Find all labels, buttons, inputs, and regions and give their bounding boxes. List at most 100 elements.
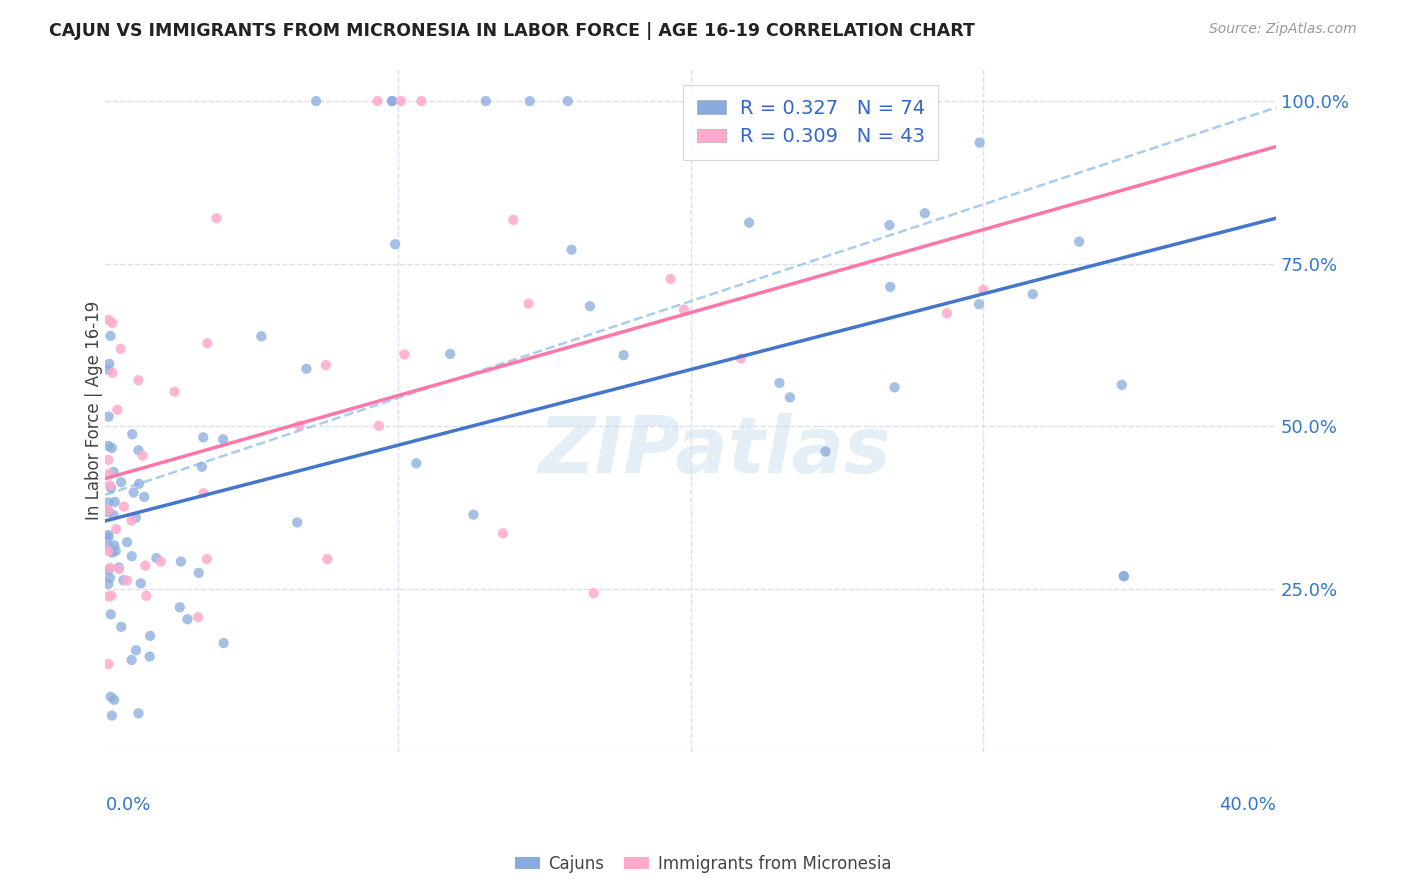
Point [582,586,605,600]
Point [145,551,167,566]
Legend: Cajuns, Immigrants from Micronesia: Cajuns, Immigrants from Micronesia [508,848,898,880]
Point [98,357,121,371]
Point [97,657,120,671]
Point [97,505,120,519]
Point [659,272,682,286]
Point [730,351,752,366]
Point [97,313,120,327]
Point [100,329,122,343]
Point [463,508,485,522]
Point [105,522,128,536]
Point [1069,235,1091,249]
Point [100,481,122,495]
Legend: R = 0.327   N = 74, R = 0.309   N = 43: R = 0.327 N = 74, R = 0.309 N = 43 [683,85,938,160]
Point [98,571,121,585]
Point [104,544,127,558]
Point [97,563,120,577]
Point [1111,377,1133,392]
Point [97,495,120,509]
Point [112,573,135,587]
Point [967,297,990,311]
Point [125,643,148,657]
Point [1112,569,1135,583]
Point [97,362,120,376]
Point [193,430,215,444]
Y-axis label: In Labor Force | Age 16-19: In Labor Force | Age 16-19 [86,301,103,520]
Point [101,441,124,455]
Point [122,485,145,500]
Point [492,526,515,541]
Point [195,336,218,351]
Point [121,514,143,528]
Point [205,211,228,226]
Point [381,94,404,108]
Point [149,555,172,569]
Point [305,94,328,108]
Point [103,538,125,552]
Text: Source: ZipAtlas.com: Source: ZipAtlas.com [1209,22,1357,37]
Point [97,409,120,424]
Point [295,361,318,376]
Point [103,465,125,479]
Point [969,136,991,150]
Point [134,558,156,573]
Point [134,490,156,504]
Point [139,629,162,643]
Point [105,402,128,417]
Point [129,576,152,591]
Point [517,296,540,310]
Point [405,456,427,470]
Point [879,218,901,232]
Point [191,459,214,474]
Point [212,432,235,446]
Point [1022,287,1045,301]
Point [1112,569,1135,583]
Point [128,476,150,491]
Text: ZIPatlas: ZIPatlas [538,413,890,489]
Point [100,589,122,603]
Point [98,478,121,492]
Point [250,329,273,343]
Point [935,306,957,320]
Point [672,302,695,317]
Point [97,577,120,591]
Point [972,283,994,297]
Point [115,535,138,549]
Point [131,449,153,463]
Point [97,544,120,558]
Point [557,94,579,108]
Text: 0.0%: 0.0% [105,797,150,814]
Point [97,528,120,542]
Point [103,508,125,523]
Point [121,653,143,667]
Point [135,589,157,603]
Point [367,94,389,108]
Point [389,94,412,108]
Text: CAJUN VS IMMIGRANTS FROM MICRONESIA IN LABOR FORCE | AGE 16-19 CORRELATION CHART: CAJUN VS IMMIGRANTS FROM MICRONESIA IN L… [49,22,976,40]
Point [127,443,149,458]
Point [138,649,160,664]
Point [285,516,308,530]
Point [316,552,339,566]
Point [98,561,121,575]
Point [112,500,135,514]
Point [97,590,120,604]
Point [176,612,198,626]
Point [163,384,186,399]
Point [97,503,120,517]
Point [187,566,209,580]
Point [101,366,124,380]
Point [101,316,124,330]
Point [100,690,122,704]
Point [121,427,143,442]
Point [97,439,120,453]
Point [439,347,461,361]
Point [121,549,143,564]
Point [579,299,602,313]
Point [193,486,215,500]
Point [103,692,125,706]
Point [914,206,936,220]
Point [560,243,582,257]
Point [738,216,761,230]
Point [98,467,121,481]
